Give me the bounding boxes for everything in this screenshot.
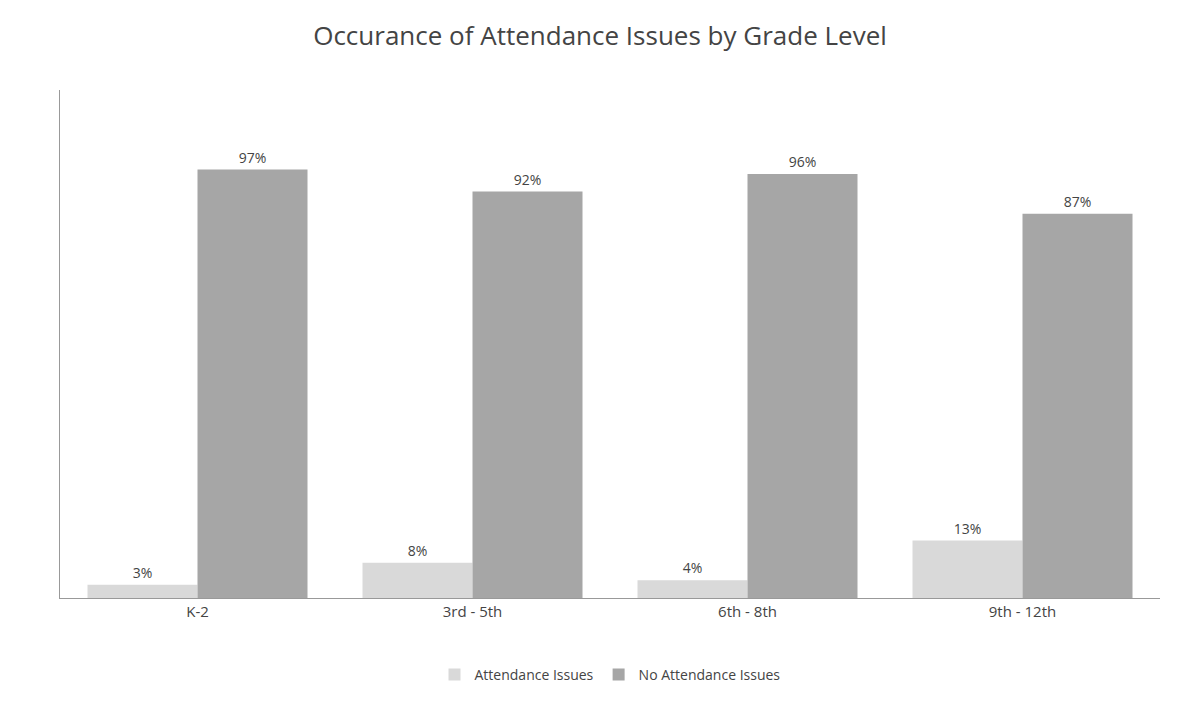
svg-text:No Attendance Issues: No Attendance Issues <box>639 665 781 684</box>
svg-text:13%: 13% <box>954 519 982 538</box>
svg-text:8%: 8% <box>408 541 428 560</box>
svg-text:Occurance of Attendance Issues: Occurance of Attendance Issues by Grade … <box>313 17 887 53</box>
svg-text:Attendance Issues: Attendance Issues <box>475 665 594 684</box>
svg-text:92%: 92% <box>514 170 542 189</box>
svg-text:K-2: K-2 <box>186 601 209 621</box>
svg-text:3rd - 5th: 3rd - 5th <box>443 601 503 621</box>
svg-text:97%: 97% <box>239 148 267 167</box>
svg-text:9th - 12th: 9th - 12th <box>989 601 1056 621</box>
svg-text:4%: 4% <box>683 558 703 577</box>
svg-text:87%: 87% <box>1064 192 1092 211</box>
svg-text:96%: 96% <box>789 152 817 171</box>
svg-text:3%: 3% <box>133 563 153 582</box>
svg-text:6th - 8th: 6th - 8th <box>718 601 777 621</box>
